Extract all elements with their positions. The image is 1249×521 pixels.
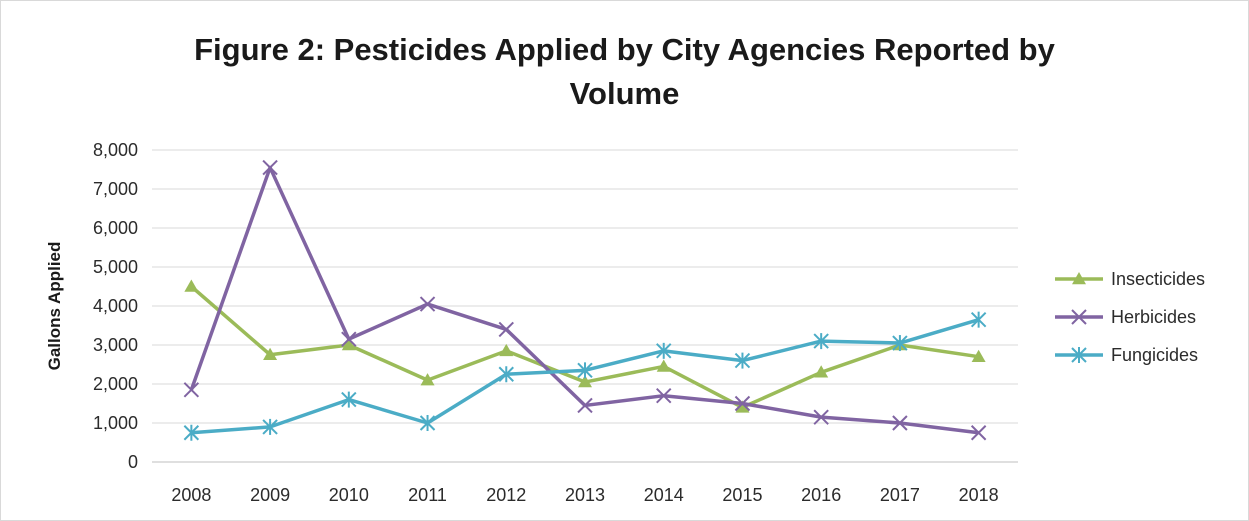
- fungicides-point: [734, 352, 751, 369]
- insecticides-point: [420, 373, 435, 386]
- y-tick-label: 8,000: [93, 140, 138, 160]
- legend-marker: [1072, 272, 1086, 285]
- herbicides-point: [577, 397, 593, 414]
- x-tick-label: 2013: [565, 485, 605, 505]
- insecticides-point: [184, 279, 199, 292]
- legend-item-insecticides: Insecticides: [1055, 269, 1205, 289]
- series-lines: [183, 159, 987, 441]
- insecticides-point: [656, 359, 671, 372]
- herbicides-point: [892, 415, 908, 431]
- legend-label: Fungicides: [1111, 345, 1198, 365]
- fungicides-point: [262, 418, 278, 435]
- chart-title-line-2: Volume: [569, 76, 680, 111]
- y-tick-label: 0: [128, 452, 138, 472]
- y-axis-label: Gallons Applied: [45, 242, 64, 371]
- insecticides-point: [735, 400, 750, 413]
- x-axis-ticks: 2008 2009 2010 2011 2012 2013 2014 2015 2016 2017…: [171, 485, 998, 505]
- insecticides-point: [499, 343, 514, 357]
- insecticides-point: [971, 349, 986, 362]
- herbicides-point: [656, 387, 672, 404]
- x-tick-label: 2011: [408, 485, 447, 505]
- chart-title: Figure 2: Pesticides Applied by City Age…: [0, 28, 1249, 116]
- legend-label: Insecticides: [1111, 269, 1205, 289]
- x-tick-label: 2014: [644, 485, 684, 505]
- y-axis-ticks: 0 1,000 2,000 3,000 4,000 5,000 6,000 7,000 8,00…: [93, 140, 138, 472]
- herbicides-line: [189, 165, 979, 435]
- insecticides-point: [578, 375, 592, 388]
- y-tick-label: 5,000: [93, 257, 138, 277]
- legend-marker: [1071, 309, 1087, 325]
- series-insecticides: [184, 279, 986, 413]
- x-tick-label: 2018: [959, 485, 999, 505]
- series-fungicides: [183, 311, 987, 441]
- legend-item-herbicides: Herbicides: [1055, 307, 1196, 327]
- fungicides-point: [419, 415, 436, 431]
- x-tick-label: 2016: [801, 485, 841, 505]
- fungicides-point: [498, 366, 514, 383]
- insecticides-line: [190, 285, 979, 410]
- legend-label: Herbicides: [1111, 307, 1196, 327]
- y-tick-label: 1,000: [93, 413, 138, 433]
- y-tick-label: 4,000: [93, 296, 138, 316]
- y-tick-label: 6,000: [93, 218, 138, 238]
- herbicides-point: [970, 425, 987, 441]
- x-tick-label: 2010: [329, 485, 369, 505]
- herbicides-point: [419, 296, 436, 312]
- y-tick-label: 7,000: [93, 179, 138, 199]
- insecticides-point: [263, 347, 278, 360]
- herbicides-point: [734, 395, 751, 412]
- x-tick-label: 2009: [250, 485, 290, 505]
- legend: Insecticides Herbicides Fungicides: [1055, 269, 1205, 365]
- legend-marker: [1071, 347, 1087, 363]
- chart-title-line-1: Figure 2: Pesticides Applied by City Age…: [194, 32, 1055, 67]
- y-tick-label: 3,000: [93, 335, 138, 355]
- fungicides-point: [970, 311, 987, 328]
- x-tick-label: 2017: [880, 485, 920, 505]
- fungicides-point: [892, 335, 908, 352]
- fungicides-point: [656, 342, 672, 359]
- fungicides-point: [341, 391, 357, 408]
- herbicides-point: [498, 321, 514, 338]
- fungicides-point: [183, 424, 200, 441]
- herbicides-point: [183, 382, 200, 398]
- fungicides-point: [813, 333, 829, 350]
- legend-item-fungicides: Fungicides: [1055, 345, 1198, 365]
- series-herbicides: [183, 159, 987, 441]
- insecticides-point: [814, 365, 829, 378]
- x-tick-label: 2012: [486, 485, 526, 505]
- x-tick-label: 2015: [722, 485, 762, 505]
- herbicides-point: [813, 409, 829, 425]
- herbicides-point: [341, 331, 357, 347]
- fungicides-point: [577, 362, 593, 379]
- x-tick-label: 2008: [171, 485, 211, 505]
- insecticides-point: [341, 338, 356, 351]
- y-tick-label: 2,000: [93, 374, 138, 394]
- herbicides-point: [262, 159, 278, 176]
